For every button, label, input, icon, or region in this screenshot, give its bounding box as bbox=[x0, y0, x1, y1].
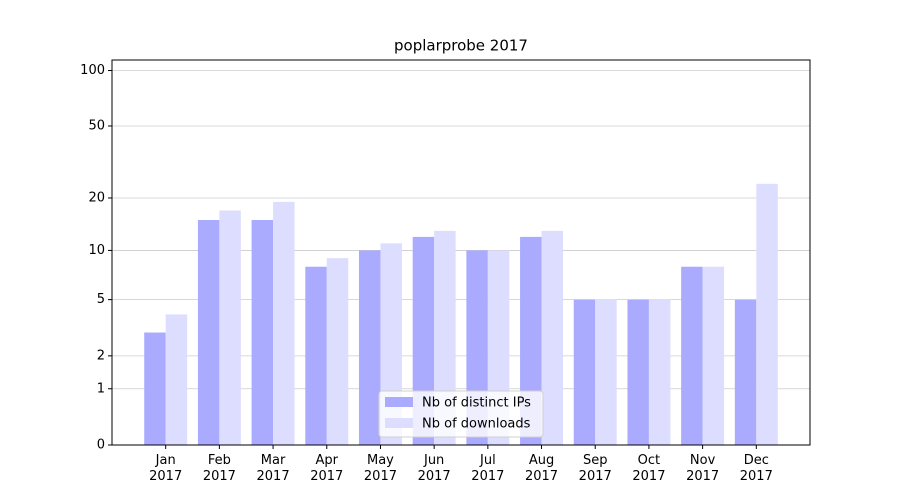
legend-label: Nb of downloads bbox=[422, 417, 531, 432]
bar bbox=[219, 210, 241, 445]
bar bbox=[197, 220, 220, 445]
bar bbox=[358, 250, 381, 445]
bar bbox=[627, 299, 649, 445]
bar bbox=[573, 299, 596, 445]
y-tick-label: 20 bbox=[88, 190, 105, 205]
y-tick-label: 1 bbox=[97, 381, 105, 396]
y-tick-label: 10 bbox=[88, 243, 105, 258]
legend-swatch bbox=[385, 397, 413, 407]
x-tick-label: Feb 2017 bbox=[202, 453, 236, 484]
x-tick-label: Jan 2017 bbox=[149, 453, 183, 484]
bar bbox=[681, 266, 703, 445]
legend-swatch bbox=[385, 418, 413, 428]
legend-box bbox=[378, 390, 544, 438]
bar bbox=[541, 230, 564, 445]
bar bbox=[734, 299, 757, 445]
bar bbox=[165, 314, 188, 445]
x-tick-label: Apr 2017 bbox=[310, 453, 344, 484]
y-tick-label: 2 bbox=[97, 348, 105, 363]
y-tick-label: 50 bbox=[88, 118, 105, 133]
bar bbox=[273, 201, 295, 445]
x-tick-label: Sep 2017 bbox=[578, 453, 612, 484]
plot-frame bbox=[111, 59, 811, 446]
bar bbox=[144, 332, 166, 445]
x-tick-label: Dec 2017 bbox=[739, 453, 773, 484]
y-tick-label: 100 bbox=[80, 63, 105, 78]
x-tick-label: Nov 2017 bbox=[686, 453, 720, 484]
y-tick-label: 5 bbox=[97, 292, 105, 307]
x-tick-label: May 2017 bbox=[363, 453, 397, 484]
bar bbox=[326, 258, 349, 445]
bar bbox=[756, 183, 778, 445]
legend-label: Nb of distinct IPs bbox=[422, 396, 531, 411]
y-tick-label: 0 bbox=[97, 438, 105, 453]
bar bbox=[595, 299, 617, 445]
bar bbox=[702, 266, 725, 445]
x-tick-label: Mar 2017 bbox=[256, 453, 290, 484]
x-tick-label: Aug 2017 bbox=[524, 453, 559, 484]
x-tick-label: Jun 2017 bbox=[417, 453, 451, 484]
bar bbox=[648, 299, 671, 445]
bar bbox=[251, 220, 274, 445]
chart-title: poplarprobe 2017 bbox=[394, 37, 528, 55]
x-tick-label: Jul 2017 bbox=[471, 453, 505, 484]
legend: Nb of distinct IPs Nb of downloads bbox=[378, 390, 544, 438]
bar bbox=[305, 266, 327, 445]
x-tick-label: Oct 2017 bbox=[632, 453, 666, 484]
